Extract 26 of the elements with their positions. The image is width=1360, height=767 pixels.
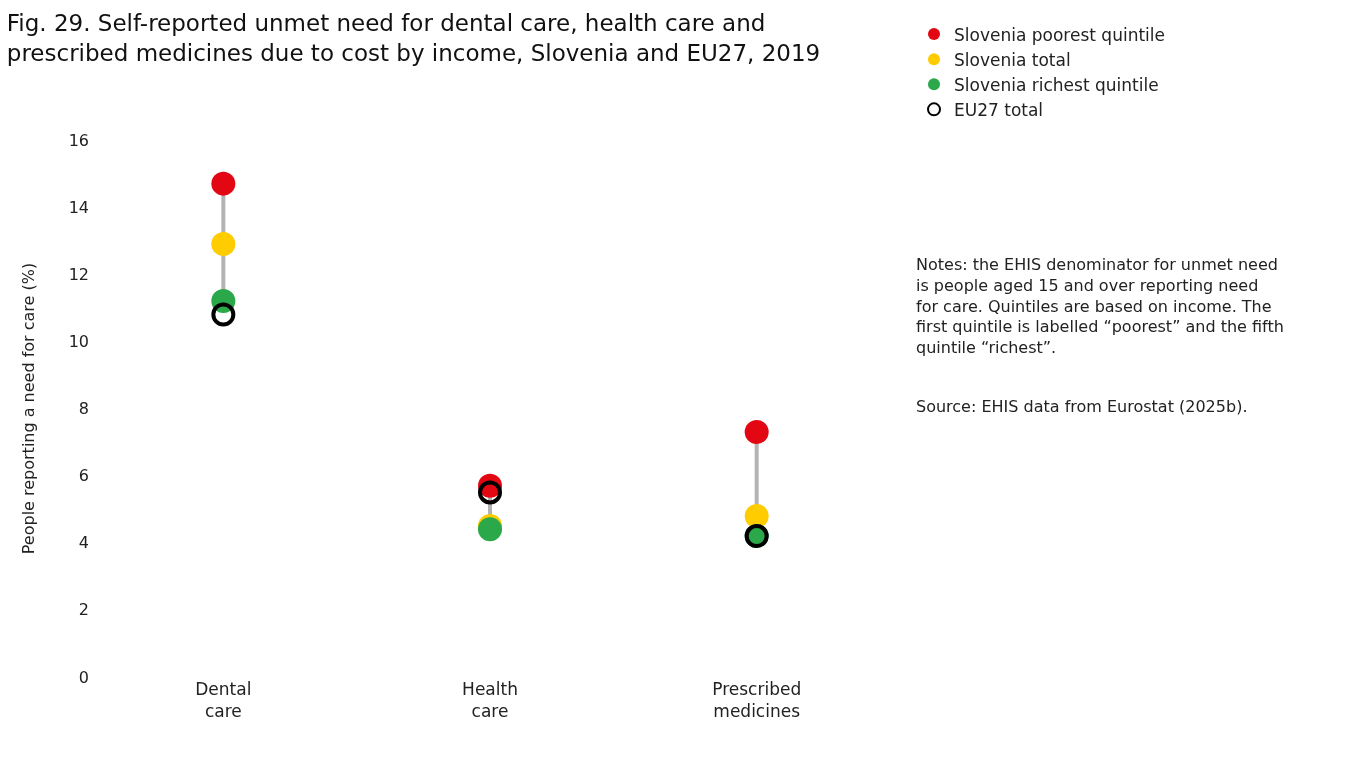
point bbox=[744, 503, 769, 528]
y-tick-label: 14 bbox=[68, 197, 89, 217]
text: Notes: the EHIS denominator for unmet need is people aged 15 and over reporting need for care. Quintiles are based on income. The first quintile is labelled “poorest” and the fifth quintile “richest”. bbox=[916, 255, 1284, 358]
legend-label: EU27 total bbox=[954, 99, 1044, 120]
point bbox=[211, 302, 236, 327]
y-tick-label: 8 bbox=[78, 399, 89, 419]
x-tick-label: Health care bbox=[462, 679, 518, 722]
source-note: Source: EHIS data from Eurostat (2025b). bbox=[916, 397, 1248, 416]
y-tick-label: 4 bbox=[78, 533, 89, 553]
point bbox=[211, 232, 236, 257]
point bbox=[478, 480, 502, 505]
y-tick-label: 10 bbox=[68, 331, 89, 351]
y-axis-title: People reporting a need for care (%) bbox=[18, 262, 38, 555]
x-tick-label: Dental care bbox=[195, 679, 252, 722]
x-tick-label: Prescribed medicines bbox=[712, 679, 802, 722]
y-tick-label: 6 bbox=[78, 466, 89, 486]
legend-label: Slovenia poorest quintile bbox=[954, 24, 1165, 45]
point bbox=[744, 419, 769, 444]
y-tick-label: 16 bbox=[68, 130, 89, 150]
y-tick-label: 2 bbox=[78, 600, 89, 620]
legend-label: Slovenia total bbox=[954, 49, 1071, 70]
y-tick-label: 0 bbox=[78, 667, 89, 687]
chart-title: Fig. 29. Self-reported unmet need for dental care, health care and prescribed medicines due to cost by income, Slovenia and EU27, 2019 bbox=[6, 9, 821, 66]
point bbox=[211, 171, 236, 196]
legend-label: Slovenia richest quintile bbox=[954, 74, 1159, 95]
y-tick-label: 12 bbox=[68, 264, 89, 284]
